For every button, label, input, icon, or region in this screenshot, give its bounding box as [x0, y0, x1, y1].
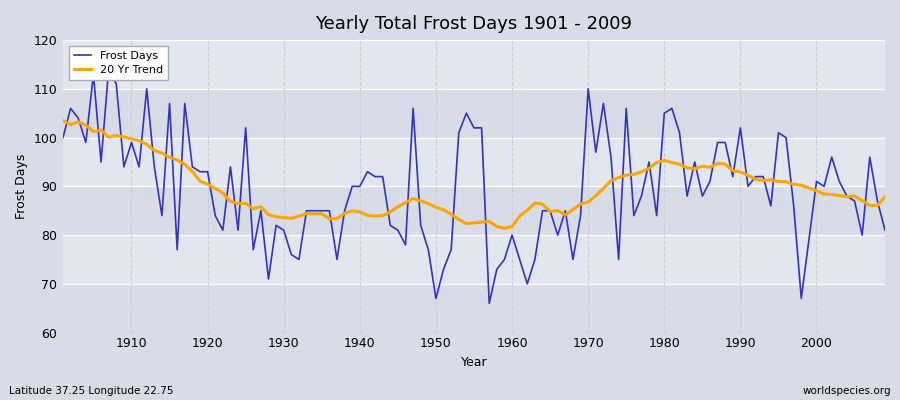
Y-axis label: Frost Days: Frost Days	[15, 154, 28, 219]
20 Yr Trend	[499, 226, 509, 231]
Frost Days	[126, 140, 137, 145]
Bar	[63, 40, 885, 89]
Frost Days	[484, 301, 495, 306]
Bar	[63, 89, 885, 138]
20 Yr Trend	[119, 135, 130, 140]
X-axis label: Year: Year	[461, 356, 487, 369]
Title: Yearly Total Frost Days 1901 - 2009: Yearly Total Frost Days 1901 - 2009	[316, 15, 633, 33]
Frost Days	[339, 208, 350, 213]
Frost Days	[293, 257, 304, 262]
Line: 20 Yr Trend: 20 Yr Trend	[63, 120, 885, 228]
Text: Latitude 37.25 Longitude 22.75: Latitude 37.25 Longitude 22.75	[9, 386, 174, 396]
Line: Frost Days: Frost Days	[63, 69, 885, 303]
20 Yr Trend	[286, 216, 297, 221]
Frost Days	[104, 67, 114, 72]
20 Yr Trend	[58, 118, 68, 123]
Bar	[63, 186, 885, 235]
Frost Days	[613, 257, 624, 262]
Frost Days	[58, 135, 68, 140]
Bar	[63, 235, 885, 284]
Frost Days	[514, 257, 525, 262]
Bar	[63, 284, 885, 332]
20 Yr Trend	[507, 224, 517, 229]
Frost Days	[522, 282, 533, 286]
20 Yr Trend	[606, 178, 616, 183]
Bar	[63, 138, 885, 186]
Legend: Frost Days, 20 Yr Trend: Frost Days, 20 Yr Trend	[68, 46, 168, 80]
Frost Days	[879, 228, 890, 233]
20 Yr Trend	[879, 194, 890, 199]
20 Yr Trend	[331, 216, 342, 221]
Text: worldspecies.org: worldspecies.org	[803, 386, 891, 396]
20 Yr Trend	[514, 214, 525, 218]
